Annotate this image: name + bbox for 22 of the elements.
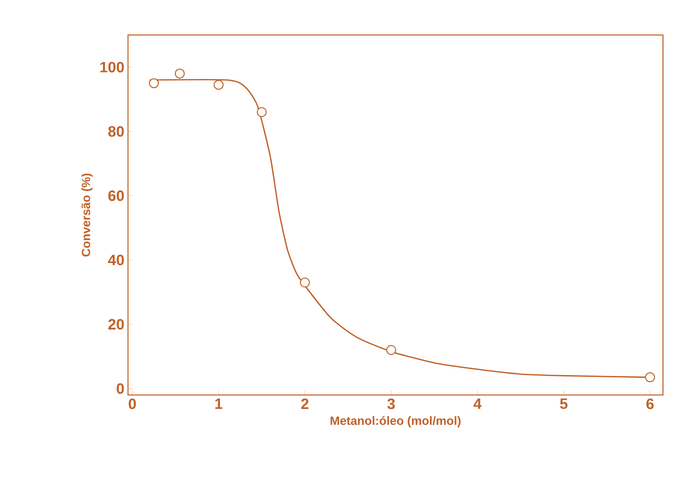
x-tick-label: 2 <box>301 398 308 409</box>
point <box>300 277 310 288</box>
point <box>256 107 267 118</box>
y-tick-label: 0 <box>116 383 124 394</box>
y-tick-label: 80 <box>108 126 124 137</box>
point <box>148 78 159 88</box>
point <box>214 80 224 90</box>
x-tick-label: 1 <box>215 398 222 409</box>
x-tick-label: 5 <box>560 398 568 409</box>
y-tick-label: 60 <box>108 190 124 202</box>
x-tick-label: 3 <box>387 398 395 410</box>
y-tick-label: 100 <box>100 62 124 72</box>
x-tick-label: 0 <box>128 398 136 410</box>
point <box>174 68 185 79</box>
y-tick-label: 20 <box>108 318 124 330</box>
point <box>645 372 656 382</box>
x-tick-label: 4 <box>474 398 482 409</box>
y-tick-label: 40 <box>108 254 124 266</box>
x-axis-title: Metanol:óleo (mol/mol) <box>330 416 461 428</box>
point <box>386 344 396 355</box>
x-tick-label: 6 <box>646 398 654 410</box>
y-axis-title: Conversão (%) <box>81 174 93 257</box>
